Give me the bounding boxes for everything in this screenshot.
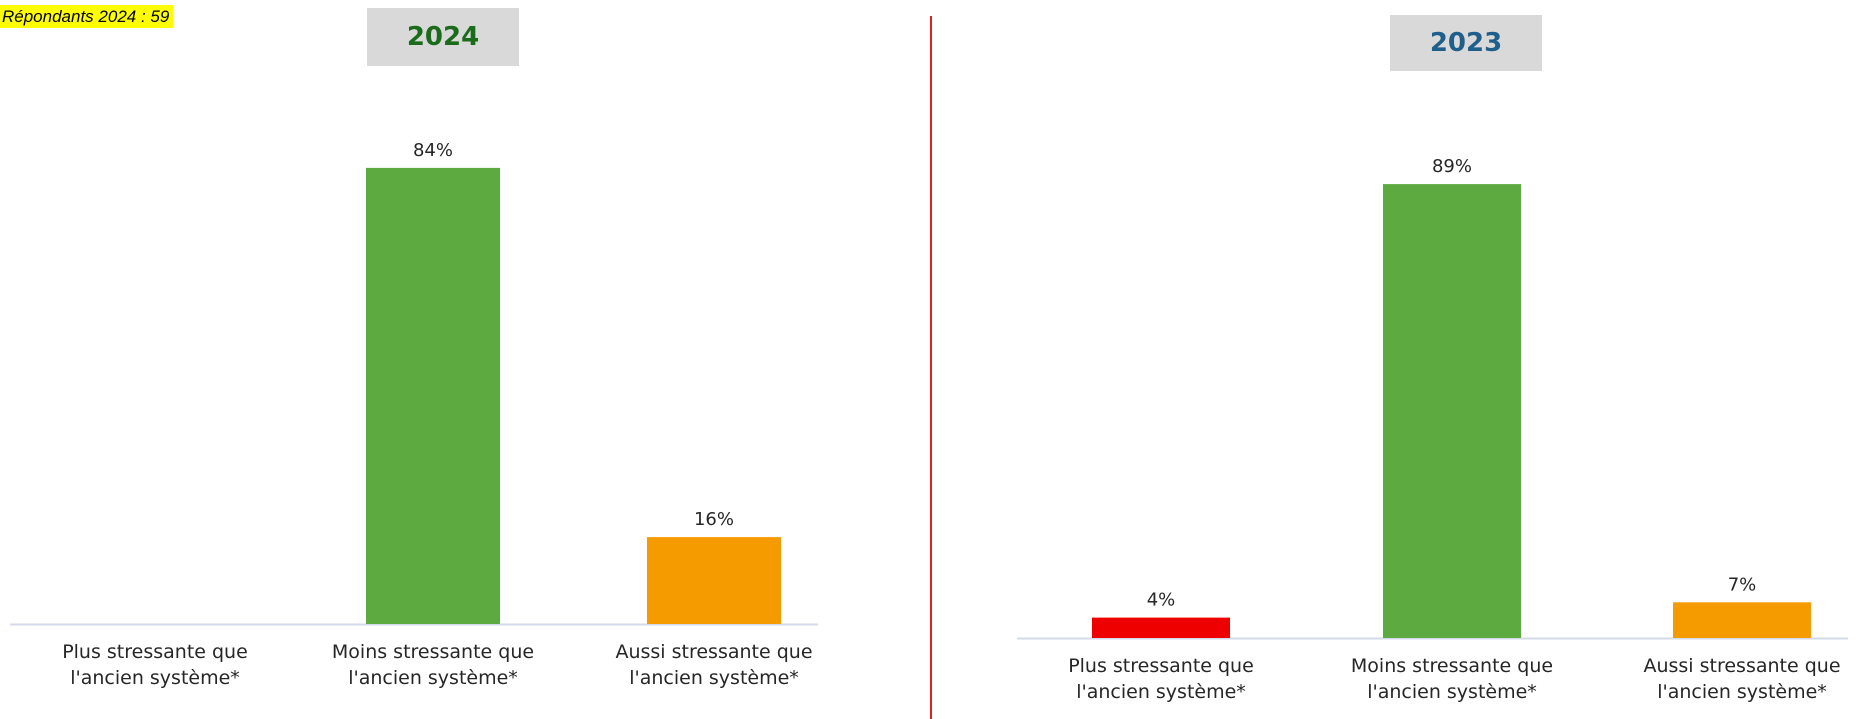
category-label-2024-2-line-1: Moins stressante que	[332, 641, 534, 663]
category-label-2023-3-line-2: l'ancien système*	[1657, 681, 1827, 703]
category-label-2024-1-line-1: Plus stressante que	[62, 641, 248, 663]
chart-title-2023: 2023	[1390, 15, 1542, 71]
bar-2024-2	[366, 167, 500, 624]
bar-2023-1	[1092, 617, 1230, 638]
bar-2023-3	[1673, 602, 1811, 638]
category-label-2023-3-line-1: Aussi stressante que	[1643, 655, 1840, 677]
category-label-2023-2-line-1: Moins stressante que	[1351, 655, 1553, 677]
data-label-2023-2: 89%	[1432, 156, 1472, 177]
data-label-2024-2: 84%	[413, 140, 453, 161]
bar-2024-3	[647, 537, 781, 624]
category-label-2024-3-line-1: Aussi stressante que	[615, 641, 812, 663]
category-label-2023-2-line-2: l'ancien système*	[1367, 681, 1537, 703]
data-label-2024-3: 16%	[694, 509, 734, 530]
category-label-2024-3-line-2: l'ancien système*	[629, 667, 799, 689]
category-label-2023-1-line-2: l'ancien système*	[1076, 681, 1246, 703]
chart-title-2024: 2024	[367, 8, 519, 66]
bar-2023-2	[1383, 184, 1521, 638]
data-label-2023-1: 4%	[1147, 590, 1176, 611]
category-label-2023-1-line-1: Plus stressante que	[1068, 655, 1254, 677]
category-label-2024-2-line-2: l'ancien système*	[348, 667, 518, 689]
data-label-2023-3: 7%	[1728, 574, 1757, 595]
chart-divider	[930, 16, 932, 719]
respondents-count-label: Répondants 2024 : 59	[0, 5, 174, 28]
category-label-2024-1-line-2: l'ancien système*	[70, 667, 240, 689]
